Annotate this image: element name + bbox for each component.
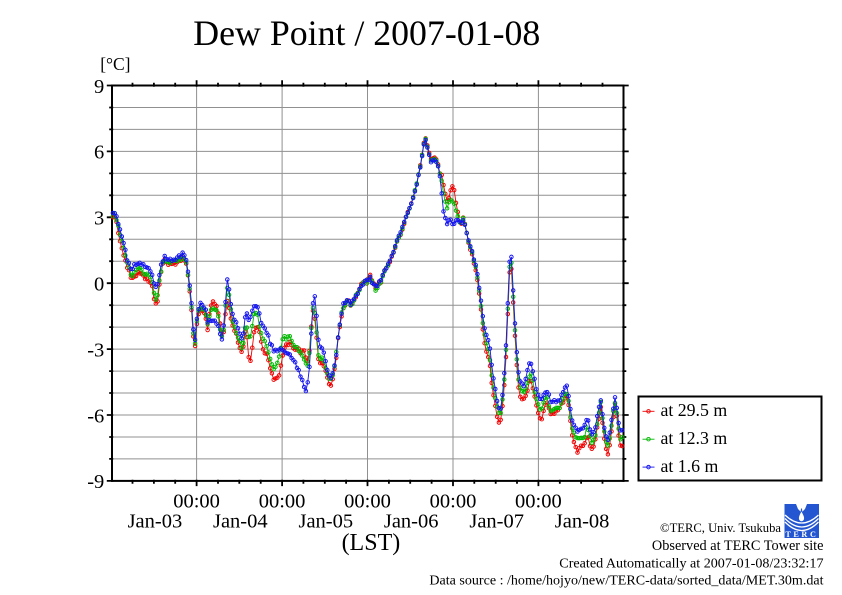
svg-text:Observed at TERC Tower site: Observed at TERC Tower site xyxy=(652,538,824,554)
svg-text:-3: -3 xyxy=(87,339,104,361)
svg-text:00:00: 00:00 xyxy=(430,490,477,512)
svg-text:00:00: 00:00 xyxy=(515,490,562,512)
svg-text:at 29.5 m: at 29.5 m xyxy=(661,400,728,420)
svg-text:0: 0 xyxy=(94,274,104,296)
svg-text:6: 6 xyxy=(94,142,104,164)
svg-text:at 12.3 m: at 12.3 m xyxy=(661,428,728,448)
svg-text:[°C]: [°C] xyxy=(100,54,130,74)
svg-text:at 1.6 m: at 1.6 m xyxy=(661,456,719,476)
svg-text:00:00: 00:00 xyxy=(259,490,306,512)
svg-text:Jan-04: Jan-04 xyxy=(213,511,268,533)
svg-text:00:00: 00:00 xyxy=(173,490,220,512)
svg-text:Jan-07: Jan-07 xyxy=(469,511,524,533)
svg-text:Data source : /home/hojyo/new/: Data source : /home/hojyo/new/TERC-data/… xyxy=(429,572,823,588)
svg-text:Jan-05: Jan-05 xyxy=(298,511,353,533)
svg-text:00:00: 00:00 xyxy=(344,490,391,512)
svg-text:(LST): (LST) xyxy=(342,530,401,556)
svg-text:TERC: TERC xyxy=(785,530,818,539)
svg-text:Jan-06: Jan-06 xyxy=(384,511,439,533)
svg-text:3: 3 xyxy=(94,208,104,230)
svg-text:Created Automatically at 2007-: Created Automatically at 2007-01-08/23:3… xyxy=(559,556,823,572)
svg-text:Jan-08: Jan-08 xyxy=(555,511,610,533)
svg-text:9: 9 xyxy=(94,76,104,98)
svg-text:Jan-03: Jan-03 xyxy=(128,511,183,533)
svg-text:-9: -9 xyxy=(87,471,104,493)
svg-text:-6: -6 xyxy=(87,405,104,427)
svg-text:Dew Point / 2007-01-08: Dew Point / 2007-01-08 xyxy=(193,13,540,53)
svg-text:©TERC, Univ. Tsukuba: ©TERC, Univ. Tsukuba xyxy=(660,521,781,535)
